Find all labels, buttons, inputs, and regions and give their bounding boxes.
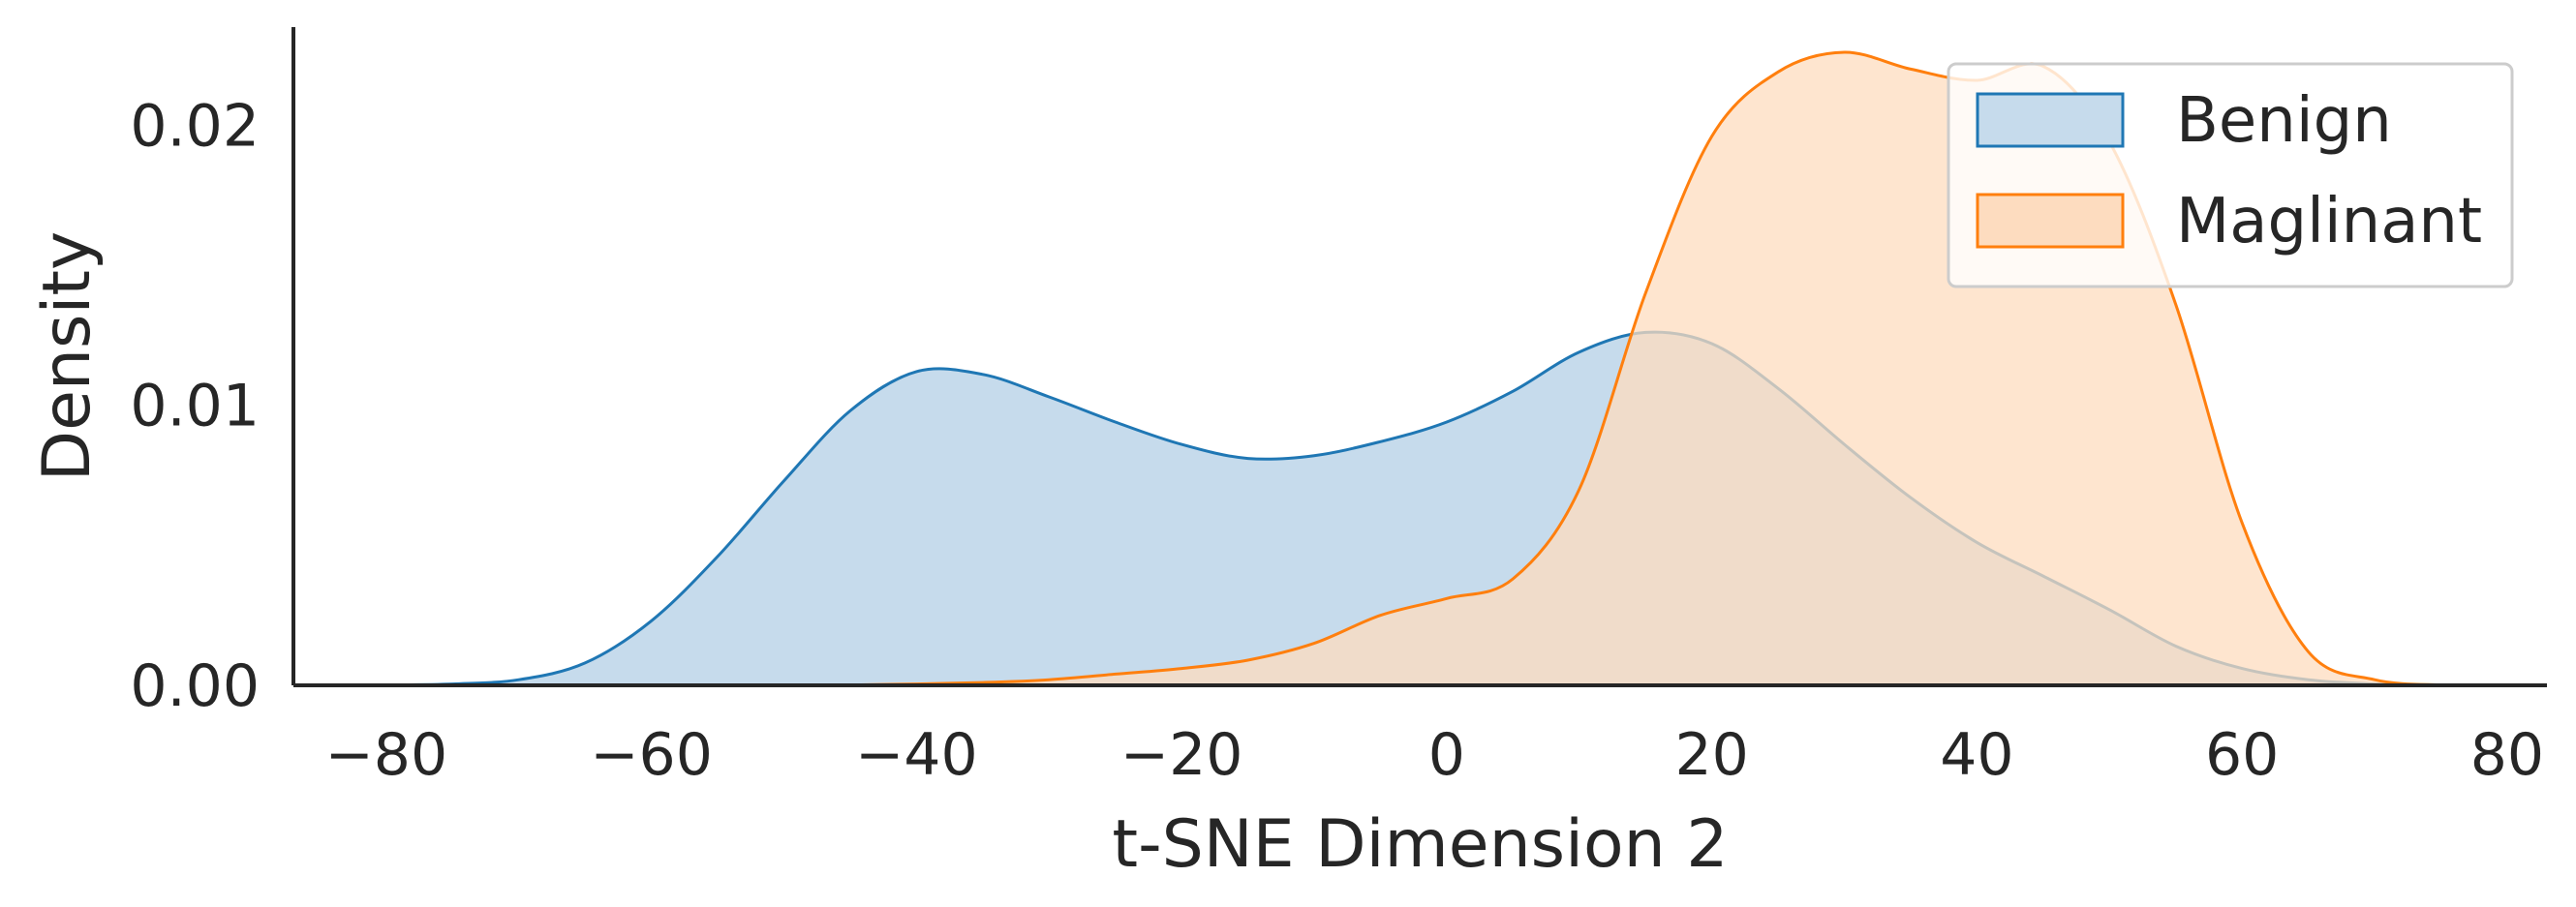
x-tick-label: 40 bbox=[1940, 721, 2013, 789]
x-tick-label: −60 bbox=[590, 721, 713, 789]
legend: Benign Maglinant bbox=[1947, 62, 2514, 288]
x-axis-title: t-SNE Dimension 2 bbox=[1112, 806, 1728, 883]
x-tick-label: 80 bbox=[2470, 721, 2544, 789]
x-tick-label: 0 bbox=[1428, 721, 1465, 789]
x-tick-label: −80 bbox=[325, 721, 448, 789]
y-tick-labels: 0.00 0.01 0.02 bbox=[130, 92, 260, 720]
legend-items: Benign Maglinant bbox=[1976, 85, 2482, 257]
x-tick-labels: −80 −60 −40 −20 0 20 40 60 80 bbox=[325, 721, 2545, 789]
density-line-maglinant bbox=[849, 50, 2441, 687]
axes-layer bbox=[291, 27, 2547, 687]
x-tick-label: −20 bbox=[1120, 721, 1243, 789]
legend-swatch-benign bbox=[1976, 92, 2125, 148]
y-tick-label: 0.02 bbox=[130, 92, 260, 160]
x-tick-label: 20 bbox=[1674, 721, 1748, 789]
y-axis-title: Density bbox=[29, 231, 106, 482]
y-tick-label: 0.00 bbox=[130, 652, 260, 720]
legend-label-benign: Benign bbox=[2176, 85, 2392, 157]
legend-label-maglinant: Maglinant bbox=[2176, 186, 2482, 257]
y-tick-label: 0.01 bbox=[130, 373, 260, 440]
x-tick-label: 60 bbox=[2205, 721, 2279, 789]
x-tick-label: −40 bbox=[855, 721, 978, 789]
legend-swatch-maglinant bbox=[1976, 193, 2125, 249]
